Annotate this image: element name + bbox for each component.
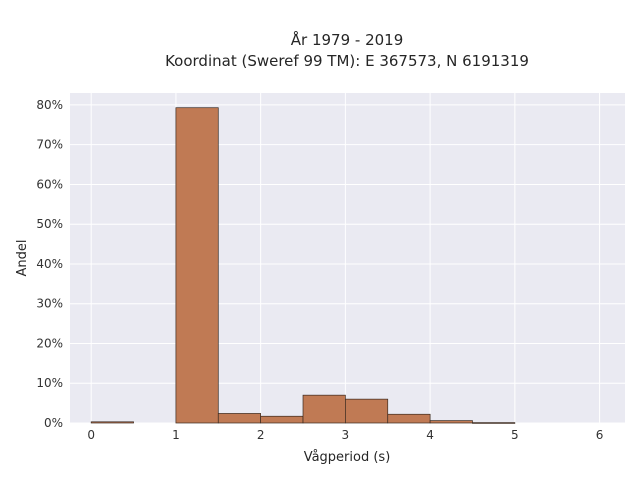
x-tick-label: 5 — [511, 428, 519, 442]
x-tick-label: 2 — [257, 428, 265, 442]
histogram-bar — [175, 107, 219, 424]
chart-subtitle: Koordinat (Sweref 99 TM): E 367573, N 61… — [165, 52, 529, 70]
x-tick-label: 0 — [87, 428, 95, 442]
chart-title: År 1979 - 2019 — [291, 30, 404, 49]
y-axis-label: Andel — [15, 240, 30, 277]
histogram-bar — [387, 413, 431, 424]
histogram-bar — [429, 420, 473, 424]
histogram-bar — [345, 398, 389, 424]
histogram-bar — [260, 415, 304, 424]
histogram-bar — [472, 422, 516, 424]
y-tick-label: 30% — [36, 297, 63, 311]
x-tick-label: 1 — [172, 428, 180, 442]
histogram-bar — [302, 394, 346, 424]
bars — [90, 107, 516, 424]
y-tick-label: 0% — [44, 416, 63, 430]
y-tick-label: 80% — [36, 98, 63, 112]
tick-labels: 0% 10% 20% 30% 40% 50% 60% 70% 80% 0 1 2 3 4 5 6 — [36, 98, 603, 442]
x-tick-label: 6 — [596, 428, 604, 442]
y-tick-label: 10% — [36, 376, 63, 390]
x-axis-label: Vågperiod (s) — [304, 450, 391, 465]
y-tick-label: 70% — [36, 138, 63, 152]
plot-area — [70, 93, 625, 423]
y-tick-label: 60% — [36, 177, 63, 191]
y-tick-label: 50% — [36, 217, 63, 231]
y-tick-label: 40% — [36, 257, 63, 271]
x-tick-label: 4 — [426, 428, 434, 442]
histogram-bar — [90, 421, 134, 424]
x-tick-label: 3 — [342, 428, 350, 442]
histogram-bar — [217, 413, 261, 424]
y-tick-label: 20% — [36, 336, 63, 350]
